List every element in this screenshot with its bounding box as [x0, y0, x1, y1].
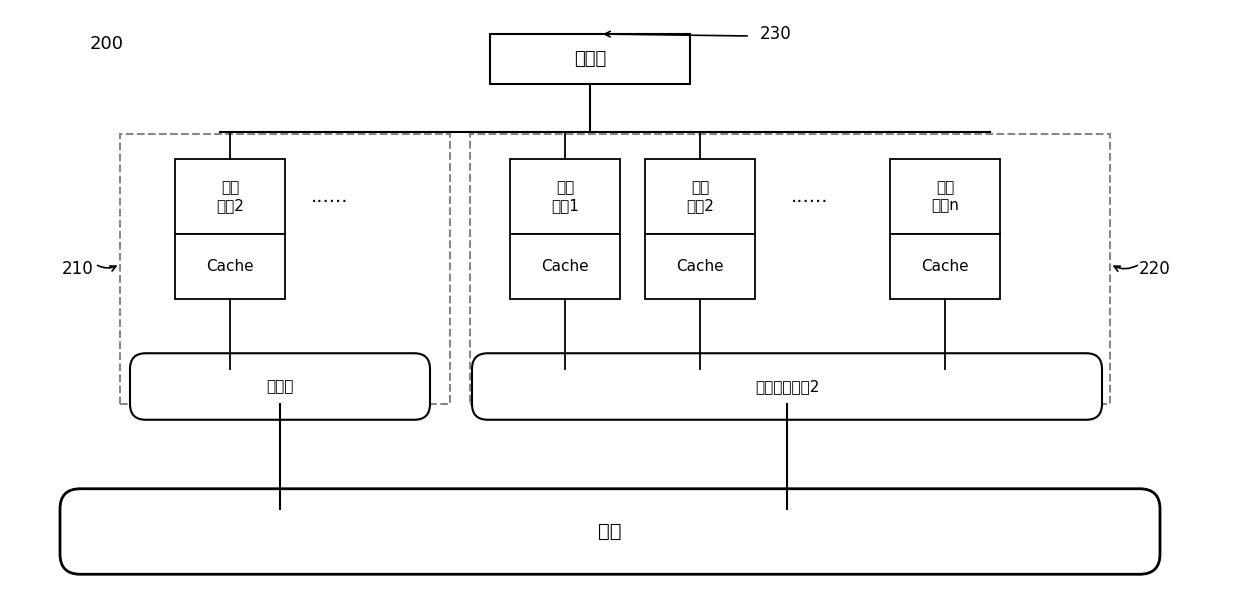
Bar [120, 134, 450, 404]
Text: 内总线: 内总线 [266, 379, 294, 394]
Text: 总线: 总线 [598, 522, 622, 541]
FancyBboxPatch shape [472, 353, 1101, 420]
Bar [175, 234, 285, 299]
Bar [175, 159, 285, 234]
FancyBboxPatch shape [59, 489, 1160, 574]
Text: 200: 200 [90, 35, 124, 53]
Bar [470, 134, 1110, 404]
Bar [646, 159, 755, 234]
FancyBboxPatch shape [130, 353, 430, 420]
Bar [489, 34, 690, 84]
Text: 存储器: 存储器 [574, 50, 606, 68]
Text: ......: ...... [311, 187, 348, 206]
Text: 210: 210 [62, 260, 94, 278]
Text: 230: 230 [760, 25, 792, 43]
Bar [510, 234, 620, 299]
Text: Cache: Cache [206, 259, 254, 274]
Text: 处理
器核2: 处理 器核2 [216, 180, 244, 213]
Text: 处理
器核1: 处理 器核1 [551, 180, 579, 213]
Text: 220: 220 [1139, 260, 1171, 278]
Bar [646, 234, 755, 299]
Bar [510, 159, 620, 234]
Bar [890, 234, 1000, 299]
Text: 处理
器核2: 处理 器核2 [686, 180, 714, 213]
Text: 处理器内总线2: 处理器内总线2 [755, 379, 819, 394]
Text: Cache: Cache [676, 259, 724, 274]
Text: Cache: Cache [541, 259, 589, 274]
Bar [890, 159, 1000, 234]
Text: Cache: Cache [921, 259, 969, 274]
Text: 处理
器核n: 处理 器核n [930, 180, 959, 213]
Text: ......: ...... [792, 187, 829, 206]
